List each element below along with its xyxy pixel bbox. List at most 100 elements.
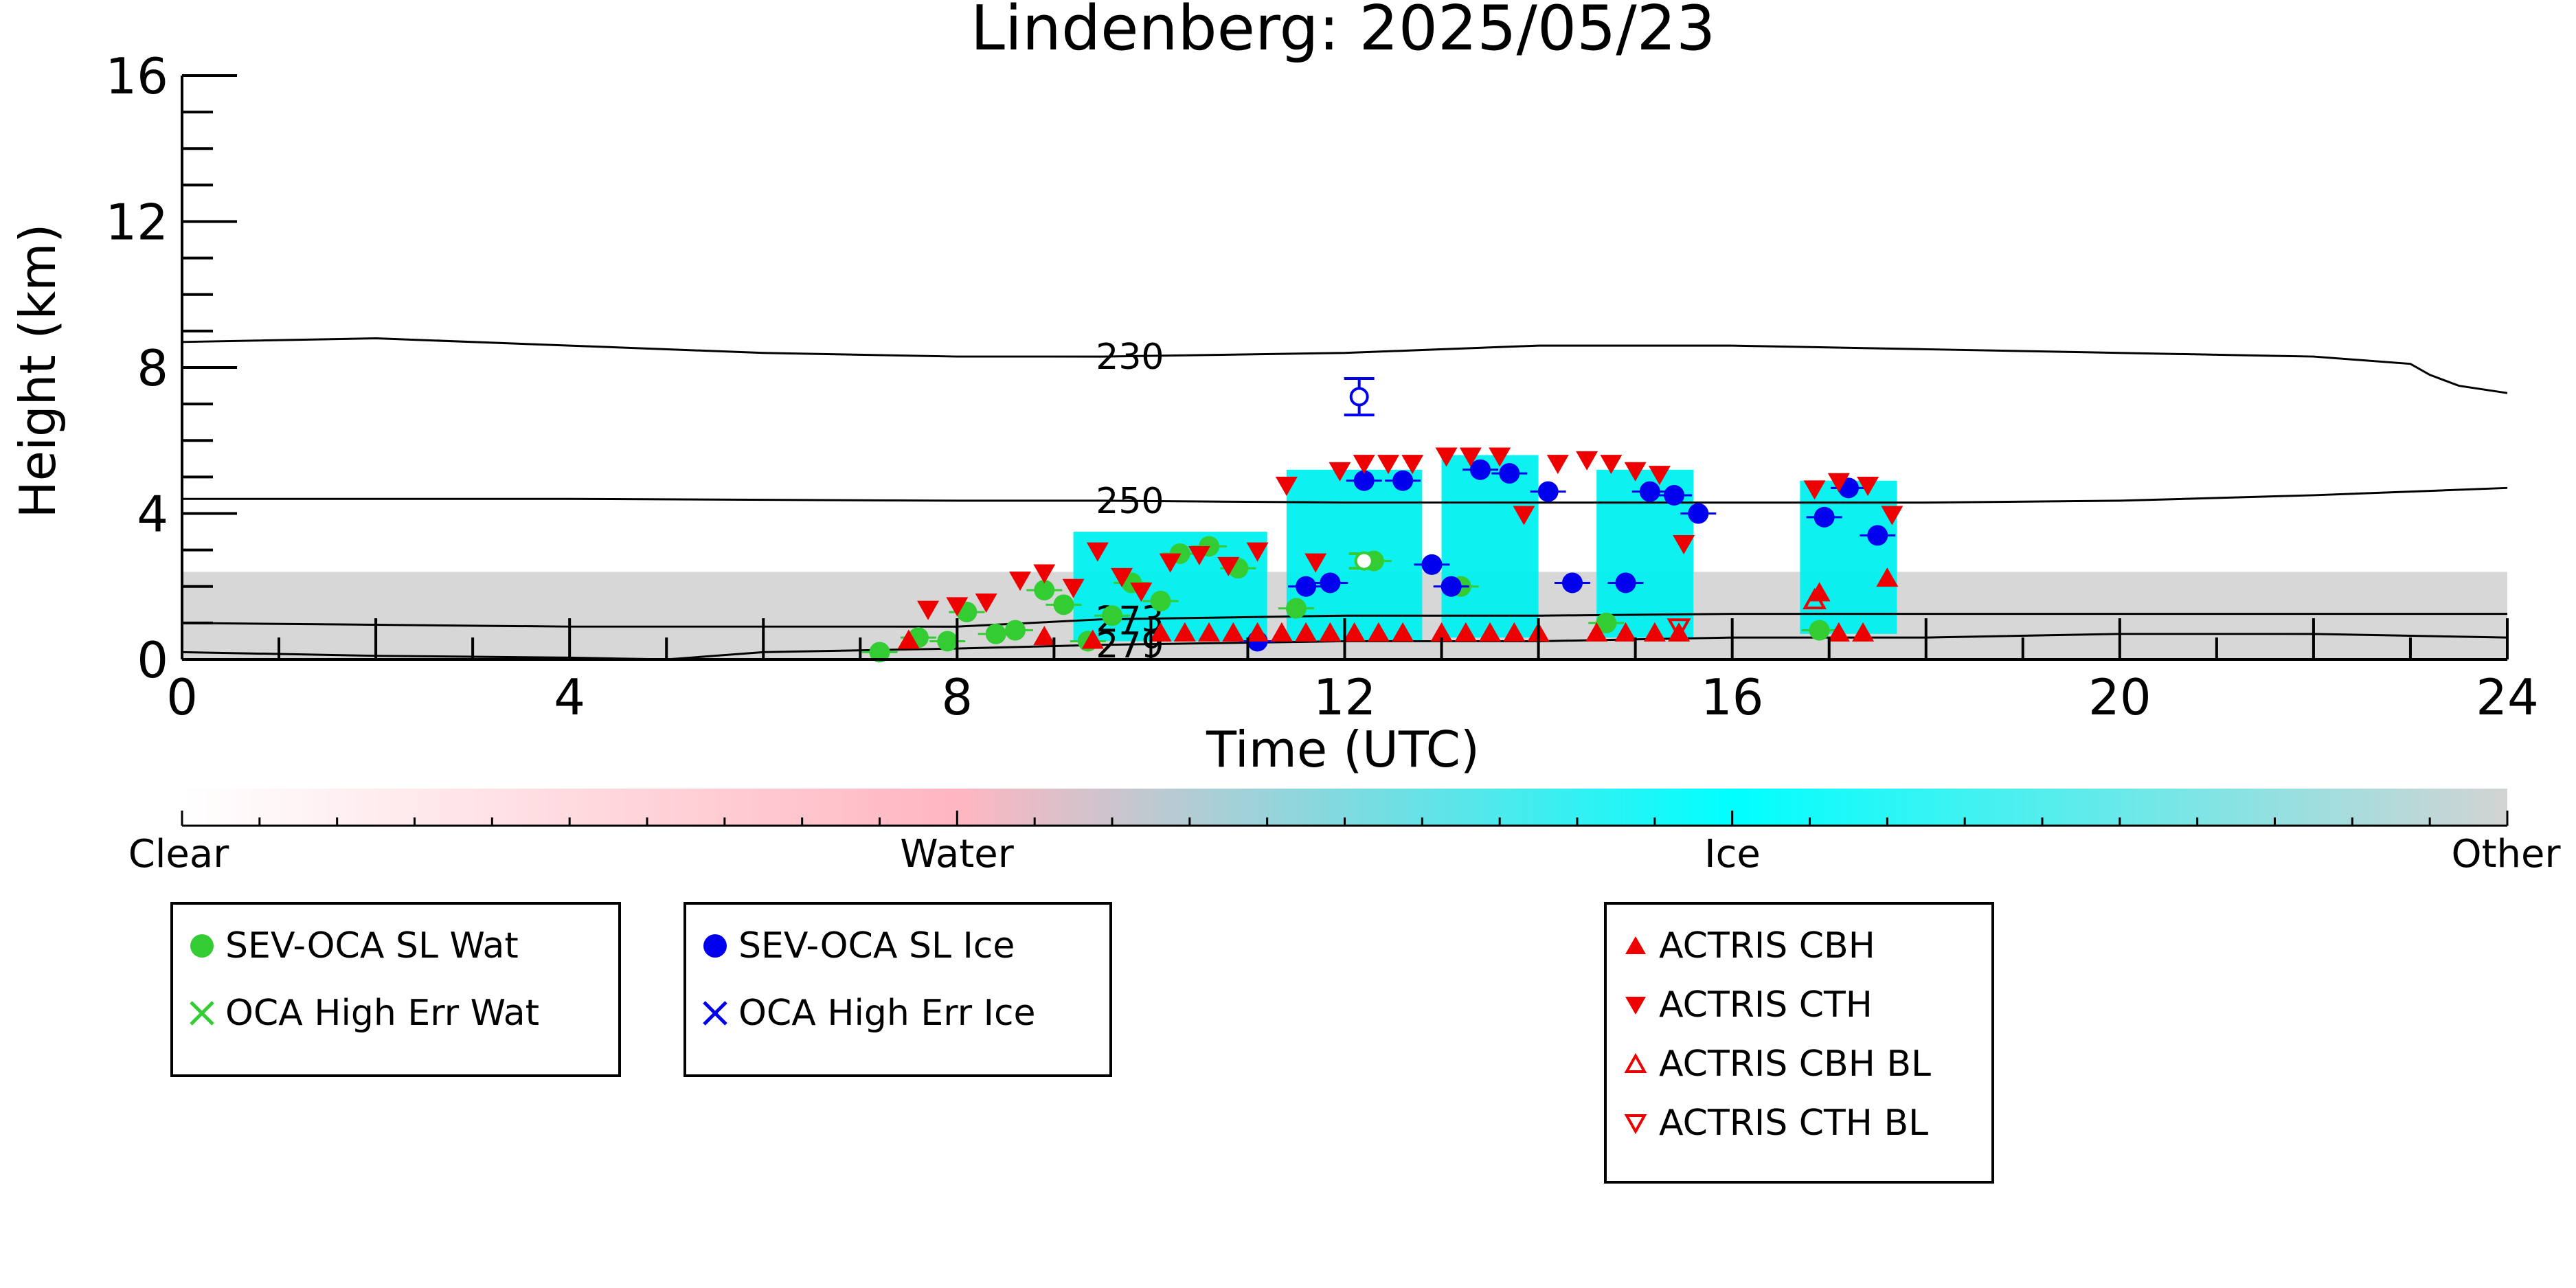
red-open-triangle-down-icon (1624, 1114, 1647, 1135)
y-tick-label: 8 (137, 339, 168, 397)
point-actris-cbh (1222, 622, 1245, 642)
point-actris-cbh (1343, 622, 1366, 642)
y-tick-label: 12 (105, 194, 168, 251)
green-cross-icon (190, 1001, 214, 1026)
y-tick-label: 16 (105, 47, 168, 105)
point-actris-cth (1217, 556, 1240, 576)
isotherm-line-230 (181, 337, 2508, 394)
point-actris-cbh (1173, 622, 1196, 642)
cloud-region-ice (1441, 455, 1539, 638)
point-sev-oca-sl-ice (1296, 576, 1317, 597)
legend-label: SEV-OCA SL Ice (738, 925, 1015, 967)
point-sev-oca-sl-wat (1034, 580, 1055, 601)
point-actris-cbh (1392, 622, 1414, 642)
point-actris-cbh (1149, 622, 1172, 642)
y-axis-label: Height (km) (9, 224, 67, 519)
point-sev-oca-sl-wat (869, 642, 890, 663)
point-actris-cth (1062, 578, 1085, 598)
legend-item-oca-high-err-ice: OCA High Err Ice (700, 993, 1036, 1034)
blue-filled-circle-icon (703, 934, 727, 958)
point-actris-cbh (1668, 622, 1691, 642)
red-triangle-down-icon (1625, 997, 1646, 1015)
legend-label: OCA High Err Ice (738, 993, 1036, 1034)
point-actris-cbh (1876, 567, 1899, 587)
point-actris-cth (1377, 455, 1399, 475)
isotherm-line-279 (181, 633, 2508, 661)
point-actris-cth (1353, 455, 1375, 475)
colorbar-label-clear: Clear (128, 832, 229, 877)
point-sev-oca-sl-wat (1150, 591, 1171, 611)
legend-item-actris-cbh: ACTRIS CBH (1620, 925, 1875, 967)
legend-label: ACTRIS CBH BL (1659, 1043, 1931, 1085)
legend-label: OCA High Err Wat (225, 993, 539, 1034)
cloud-region-ice (1800, 480, 1897, 634)
red-triangle-up-icon (1625, 936, 1646, 954)
point-sev-oca-sl-wat (1596, 612, 1617, 633)
legend-item-oca-high-err-wat: OCA High Err Wat (187, 993, 539, 1034)
point-actris-cth (1304, 553, 1327, 573)
point-actris-cbh (1827, 622, 1850, 642)
point-actris-cbh (1808, 582, 1831, 602)
x-tick-label: 16 (1701, 668, 1764, 726)
point-sev-oca-sl-ice (1469, 459, 1491, 480)
point-actris-cbh (1852, 622, 1875, 642)
x-axis-label: Time (UTC) (1206, 721, 1480, 778)
point-actris-cth (917, 600, 940, 620)
point-actris-cbh (1033, 626, 1056, 646)
point-actris-cth (1459, 447, 1482, 467)
point-sev-oca-sl-ice (1499, 463, 1520, 484)
point-sev-oca-sl-ice (1688, 503, 1709, 524)
point-actris-cbh (1081, 629, 1104, 649)
point-actris-cbh (1367, 622, 1390, 642)
point-actris-cth (1576, 451, 1598, 471)
legend-label: ACTRIS CTH (1659, 984, 1873, 1026)
legend-label: ACTRIS CBH (1659, 925, 1875, 967)
x-tick-label: 4 (554, 668, 585, 726)
point-sev-oca-sl-ice (1353, 470, 1375, 491)
point-sev-oca-sl-wat (937, 631, 958, 652)
point-actris-cbh (1643, 622, 1666, 642)
point-actris-cth (1246, 542, 1269, 562)
point-oca-high-err-wat (1354, 551, 1374, 571)
point-actris-cbh (1479, 622, 1502, 642)
legend-item-sev-oca-sl-wat: SEV-OCA SL Wat (187, 925, 519, 967)
point-actris-cbh (897, 629, 920, 649)
point-actris-cbh (1503, 622, 1526, 642)
point-actris-cth (1827, 473, 1850, 493)
point-sev-oca-sl-ice (1537, 481, 1559, 502)
point-actris-cth (1401, 455, 1424, 475)
point-actris-cbh (1614, 622, 1637, 642)
x-tick-label: 20 (2088, 668, 2151, 726)
y-tick-label: 0 (137, 631, 168, 689)
point-actris-cth (1111, 567, 1133, 587)
point-actris-cth (1188, 545, 1210, 565)
legend-water: SEV-OCA SL Wat OCA High Err Wat (170, 902, 621, 1077)
point-sev-oca-sl-wat (1053, 594, 1074, 615)
point-actris-cth (1489, 447, 1511, 467)
isotherm-label-250: 250 (1096, 481, 1164, 522)
point-actris-cbh (1270, 622, 1293, 642)
point-actris-cth (1624, 462, 1647, 482)
point-actris-cth (1513, 506, 1535, 526)
legend-item-actris-cbh-bl: ACTRIS CBH BL (1620, 1043, 1931, 1085)
point-actris-cth (1086, 542, 1109, 562)
point-actris-cth (1130, 583, 1153, 602)
legend-item-sev-oca-sl-ice: SEV-OCA SL Ice (700, 925, 1015, 967)
point-actris-cth (1600, 455, 1623, 475)
point-actris-cth (1159, 553, 1182, 573)
point-actris-cbh (1319, 622, 1342, 642)
point-actris-cth (975, 594, 997, 613)
point-actris-cth (1033, 564, 1056, 584)
point-actris-cth (1275, 477, 1298, 496)
point-actris-cth (946, 597, 969, 617)
point-sev-oca-sl-ice (1320, 572, 1341, 594)
point-sev-oca-sl-ice (1639, 481, 1660, 502)
point-sev-oca-sl-ice (1392, 470, 1414, 491)
y-tick-label: 4 (137, 486, 168, 543)
x-tick-label: 8 (941, 668, 973, 726)
legend-item-actris-cth-bl: ACTRIS CTH BL (1620, 1103, 1928, 1144)
point-actris-cbh-bl (1803, 587, 1827, 609)
point-sev-oca-sl-ice (1615, 572, 1636, 594)
point-sev-oca-sl-ice (1440, 576, 1462, 597)
